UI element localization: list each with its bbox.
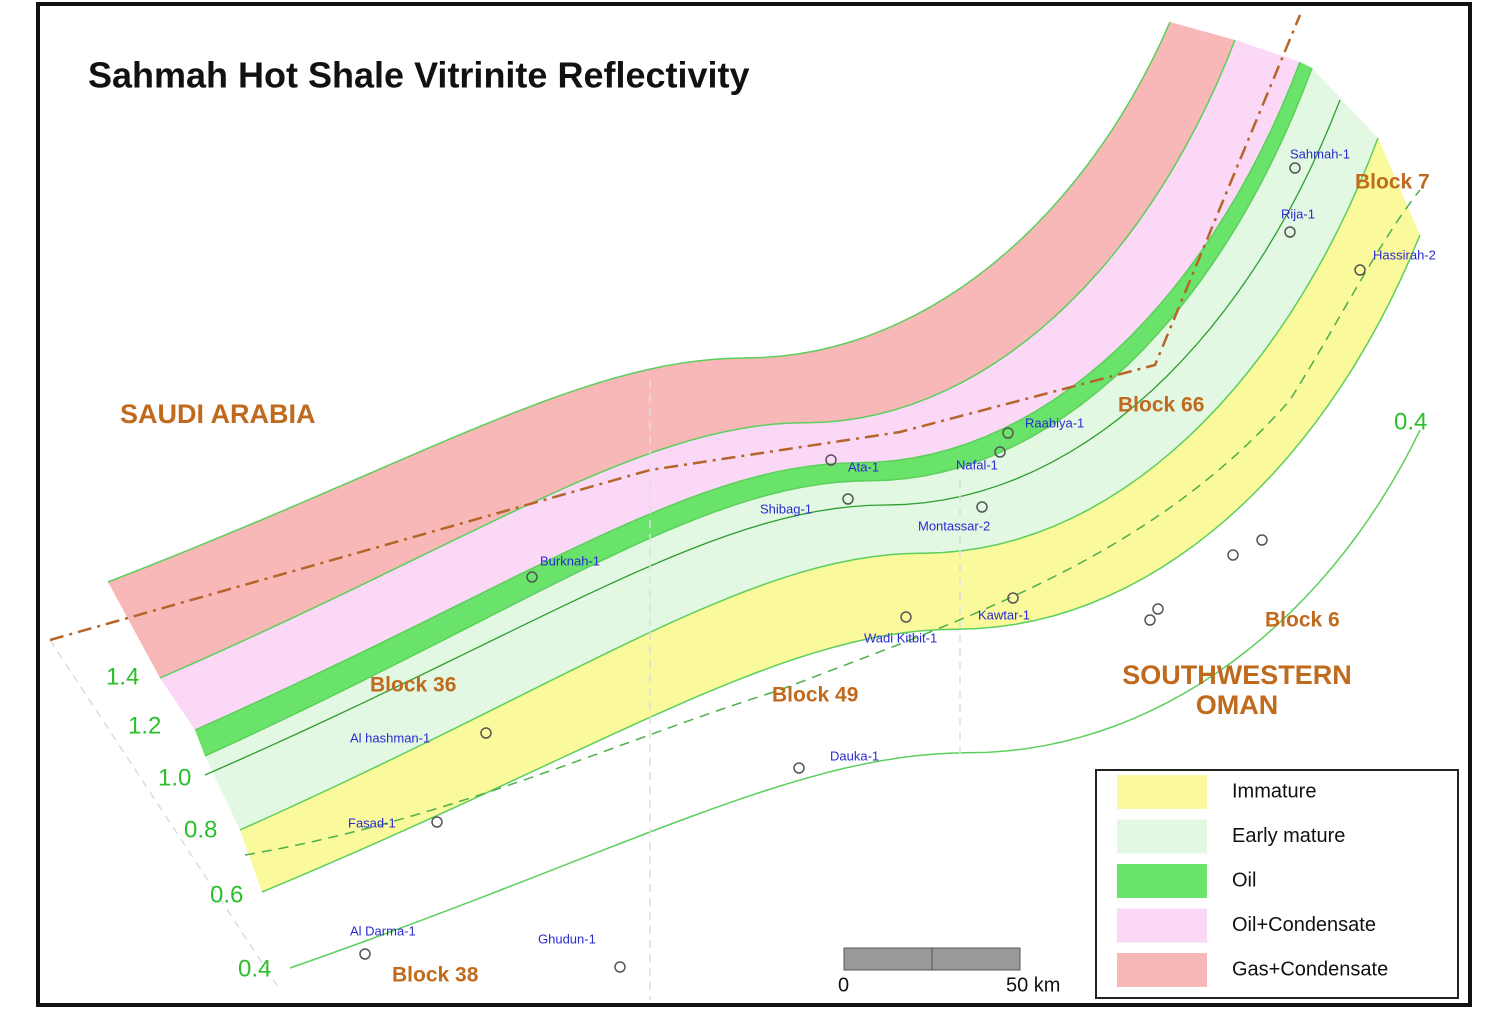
legend-label: Gas+Condensate — [1232, 958, 1388, 980]
contour-label: 0.4 — [238, 955, 271, 982]
title: Sahmah Hot Shale Vitrinite Reflectivity — [88, 55, 750, 96]
well-label: Wadi Kitbit-1 — [864, 630, 937, 645]
contour-line — [159, 39, 1236, 679]
legend-swatch — [1117, 953, 1207, 987]
well-label: Ata-1 — [848, 459, 879, 474]
zone — [108, 22, 1235, 678]
block-label: Block 38 — [392, 964, 479, 987]
well-marker — [1289, 162, 1301, 174]
well-label: Dauka-1 — [830, 748, 879, 763]
well-label: Raabiya-1 — [1025, 415, 1084, 430]
well-marker — [359, 948, 371, 960]
well-marker — [614, 961, 626, 973]
contour-label: 1.0 — [158, 764, 191, 791]
border — [49, 14, 1302, 642]
well-label: Shibag-1 — [760, 501, 812, 516]
contour-line — [261, 234, 1421, 893]
legend-swatch — [1117, 908, 1207, 943]
contour-line — [289, 429, 1421, 969]
well-marker — [842, 493, 854, 505]
well-marker — [994, 446, 1006, 458]
scale-label: 50 km — [1006, 974, 1060, 996]
block-label: Block 6 — [1265, 609, 1340, 632]
well-marker — [900, 611, 912, 623]
contour-line — [194, 61, 1301, 731]
legend-swatch — [1117, 775, 1207, 809]
block-label: Block 49 — [772, 684, 858, 707]
zones — [107, 21, 1421, 969]
well-marker — [1152, 603, 1164, 615]
well-label: Rija-1 — [1281, 206, 1315, 221]
well-label: Nafal-1 — [956, 457, 998, 472]
zone — [205, 68, 1378, 830]
well-marker — [526, 571, 538, 583]
well-label: Kawtar-1 — [978, 607, 1030, 622]
block-label: Block 66 — [1118, 394, 1204, 417]
contour-line — [239, 137, 1379, 831]
well-marker — [793, 762, 805, 774]
block-label: Block 7 — [1355, 171, 1430, 194]
well-marker — [480, 727, 492, 739]
scale-label: 0 — [838, 974, 849, 996]
contour-line — [204, 67, 1313, 757]
contour-label: 1.2 — [128, 712, 161, 739]
well-label: Al hashman-1 — [350, 730, 430, 745]
legend-label: Oil+Condensate — [1232, 914, 1376, 936]
well-label: Montassar-2 — [918, 518, 990, 533]
zone — [160, 40, 1300, 730]
contour-label: 1.4 — [106, 663, 139, 690]
block-label: Block 36 — [370, 674, 456, 697]
legend-swatch — [1117, 819, 1207, 854]
well-label: Sahmah-1 — [1290, 146, 1350, 161]
well-label: Ghudun-1 — [538, 931, 596, 946]
well-marker — [1002, 427, 1014, 439]
well-marker — [976, 501, 988, 513]
well-label: Hassirah-2 — [1373, 247, 1436, 262]
zone — [240, 138, 1420, 892]
well-marker — [1354, 264, 1366, 276]
contour-dashed — [244, 189, 1421, 856]
zone — [195, 62, 1312, 756]
scale-bar — [843, 947, 933, 971]
legend-label: Immature — [1232, 780, 1316, 802]
legend-label: Oil — [1232, 869, 1256, 891]
region-label: OMAN — [1196, 690, 1279, 720]
well-marker — [1007, 592, 1019, 604]
well-label: Al Darma-1 — [350, 923, 416, 938]
well-marker — [1256, 534, 1268, 546]
contour-line — [204, 99, 1341, 776]
well-marker — [1144, 614, 1156, 626]
annotations: Sahmah-1 Rija-1 Hassirah-2 Raabiya-1 Nafal-1… — [106, 146, 1436, 986]
scale-bar — [931, 947, 1021, 971]
region-label: SAUDI ARABIA — [120, 399, 316, 429]
contour-label: 0.8 — [184, 816, 217, 843]
region-label: SOUTHWESTERN — [1122, 660, 1352, 690]
contour-label: 0.4 — [1394, 408, 1427, 435]
contour-label: 0.6 — [210, 881, 243, 908]
well-label: Fasad-1 — [348, 815, 396, 830]
well-marker — [1284, 226, 1296, 238]
legend-swatch — [1117, 864, 1207, 898]
well-marker — [825, 454, 837, 466]
legend-label: Early mature — [1232, 825, 1345, 847]
well-marker — [1227, 549, 1239, 561]
contour-line — [107, 21, 1171, 583]
well-label: Burknah-1 — [540, 553, 600, 568]
well-marker — [431, 816, 443, 828]
